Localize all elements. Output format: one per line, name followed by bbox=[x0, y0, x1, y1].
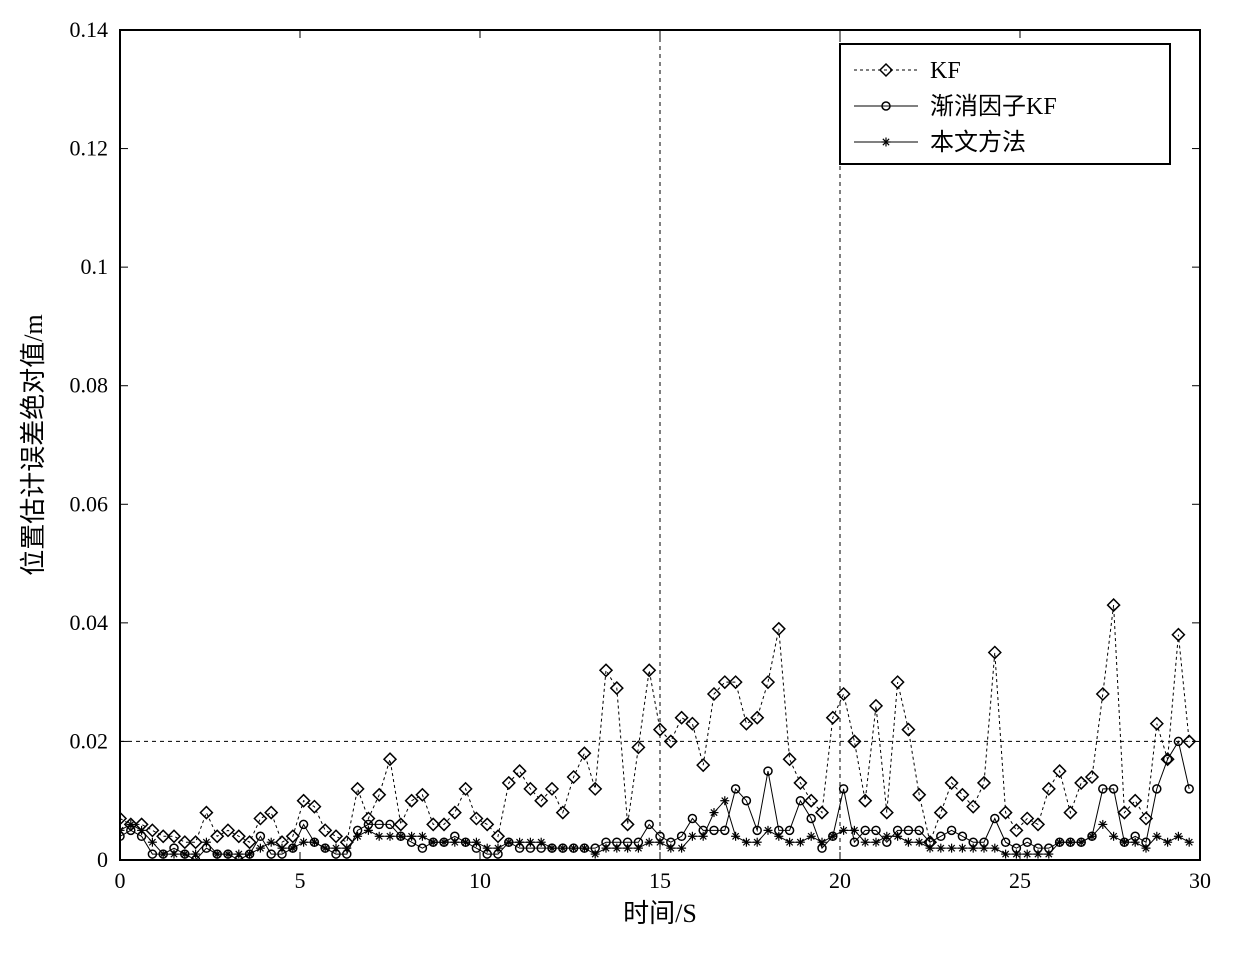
chart-container: 0 5 10 15 20 25 30 0 0.02 0.04 0.06 0.08 0.1 0.12 0.14… bbox=[0, 0, 1240, 965]
x-tick-label: 5 bbox=[295, 868, 306, 893]
y-tick-label: 0 bbox=[97, 847, 108, 872]
x-tick-label: 15 bbox=[649, 868, 671, 893]
y-tick-label: 0.02 bbox=[70, 728, 109, 753]
x-tick-label: 25 bbox=[1009, 868, 1031, 893]
star-marker bbox=[882, 138, 891, 147]
legend-label: 本文方法 bbox=[930, 129, 1026, 156]
y-tick-label: 0.12 bbox=[70, 136, 109, 161]
y-tick-label: 0.08 bbox=[70, 373, 109, 398]
chart-svg: 0 5 10 15 20 25 30 0 0.02 0.04 0.06 0.08 0.1 0.12 0.14… bbox=[0, 0, 1240, 965]
y-axis-label: 位置估计误差绝对值/m bbox=[19, 314, 48, 575]
legend: KF 渐消因子KF 本文方法 bbox=[840, 44, 1170, 164]
y-tick-label: 0.06 bbox=[70, 491, 109, 516]
y-tick-label: 0.04 bbox=[70, 610, 109, 635]
x-tick-label: 20 bbox=[829, 868, 851, 893]
x-tick-label: 10 bbox=[469, 868, 491, 893]
legend-label: 渐消因子KF bbox=[930, 93, 1057, 120]
x-tick-label: 0 bbox=[115, 868, 126, 893]
x-tick-label: 30 bbox=[1189, 868, 1211, 893]
y-tick-label: 0.1 bbox=[81, 254, 109, 279]
x-axis-label: 时间/S bbox=[623, 899, 697, 928]
y-tick-label: 0.14 bbox=[70, 17, 109, 42]
legend-label: KF bbox=[930, 58, 961, 84]
